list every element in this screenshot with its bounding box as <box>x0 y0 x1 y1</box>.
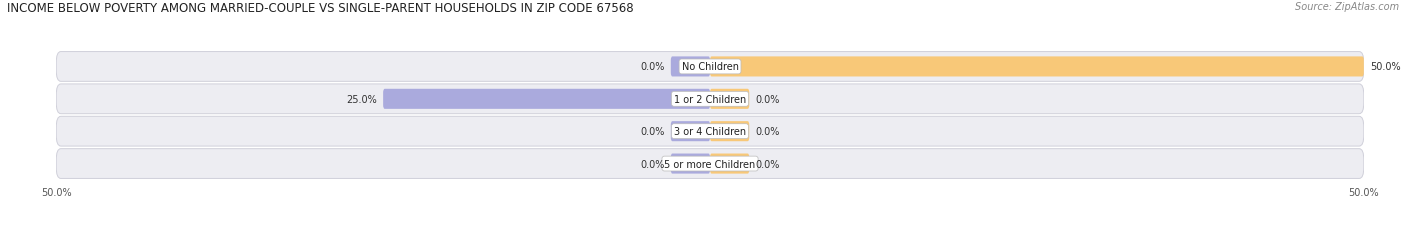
Text: 3 or 4 Children: 3 or 4 Children <box>673 127 747 137</box>
FancyBboxPatch shape <box>710 57 1364 77</box>
Text: 1 or 2 Children: 1 or 2 Children <box>673 94 747 104</box>
Text: 0.0%: 0.0% <box>640 127 664 137</box>
FancyBboxPatch shape <box>671 154 710 174</box>
FancyBboxPatch shape <box>382 89 710 109</box>
Text: No Children: No Children <box>682 62 738 72</box>
FancyBboxPatch shape <box>56 52 1364 82</box>
FancyBboxPatch shape <box>671 57 710 77</box>
Text: 0.0%: 0.0% <box>756 159 780 169</box>
Text: 0.0%: 0.0% <box>756 127 780 137</box>
FancyBboxPatch shape <box>56 149 1364 179</box>
Text: 0.0%: 0.0% <box>756 94 780 104</box>
FancyBboxPatch shape <box>710 89 749 109</box>
Text: 25.0%: 25.0% <box>346 94 377 104</box>
Text: 0.0%: 0.0% <box>640 62 664 72</box>
Text: 0.0%: 0.0% <box>640 159 664 169</box>
Text: 5 or more Children: 5 or more Children <box>665 159 755 169</box>
Text: Source: ZipAtlas.com: Source: ZipAtlas.com <box>1295 2 1399 12</box>
FancyBboxPatch shape <box>56 117 1364 146</box>
FancyBboxPatch shape <box>56 85 1364 114</box>
FancyBboxPatch shape <box>710 154 749 174</box>
Text: 50.0%: 50.0% <box>1371 62 1400 72</box>
FancyBboxPatch shape <box>710 122 749 142</box>
Text: INCOME BELOW POVERTY AMONG MARRIED-COUPLE VS SINGLE-PARENT HOUSEHOLDS IN ZIP COD: INCOME BELOW POVERTY AMONG MARRIED-COUPL… <box>7 2 634 15</box>
FancyBboxPatch shape <box>671 122 710 142</box>
